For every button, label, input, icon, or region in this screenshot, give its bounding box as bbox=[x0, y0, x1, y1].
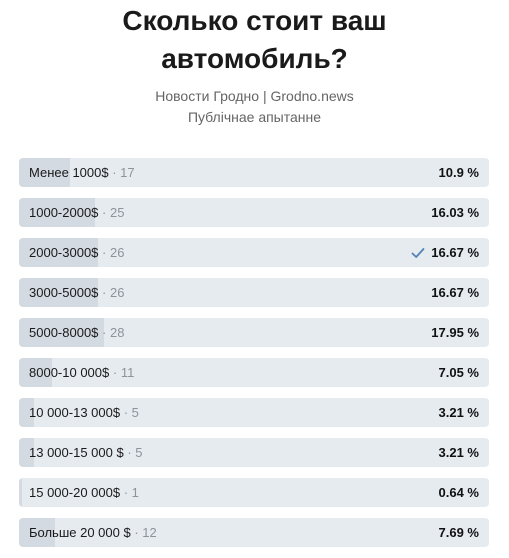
poll-option-vote-count: 11 bbox=[120, 365, 135, 380]
poll-option-vote-count: 12 bbox=[142, 525, 157, 540]
poll-option-vote-count: 1 bbox=[131, 485, 139, 500]
poll-option-percent: 16.03 % bbox=[431, 205, 479, 220]
poll-option-result: 10.9 % bbox=[439, 158, 479, 187]
poll-option-count-separator: · bbox=[98, 205, 110, 220]
poll-option-result: 17.95 % bbox=[431, 318, 479, 347]
poll-option-percent: 7.69 % bbox=[438, 525, 479, 540]
poll-option[interactable]: 1000-2000$ · 25 16.03 % bbox=[19, 198, 489, 227]
poll-option[interactable]: 5000-8000$ · 28 17.95 % bbox=[19, 318, 489, 347]
poll-option-text: 1000-2000$ · 25 bbox=[29, 198, 124, 227]
poll-title-line-1: Сколько стоит ваш bbox=[122, 5, 387, 36]
poll-option-bar-fill bbox=[19, 478, 22, 507]
poll-option-vote-count: 28 bbox=[109, 325, 125, 340]
poll-option-percent: 7.05 % bbox=[438, 365, 479, 380]
poll-option[interactable]: 3000-5000$ · 26 16.67 % bbox=[19, 278, 489, 307]
check-icon bbox=[411, 246, 425, 260]
poll-option-label: Больше 20 000 $ bbox=[29, 525, 131, 540]
poll-option-label: 15 000-20 000$ bbox=[29, 485, 121, 500]
poll-option[interactable]: 8000-10 000$ · 11 7.05 % bbox=[19, 358, 489, 387]
poll-option-bar-fill bbox=[19, 238, 98, 267]
poll-option-bar-fill bbox=[19, 318, 104, 347]
poll-option-result: 7.69 % bbox=[439, 518, 479, 547]
poll-option-result: 16.03 % bbox=[431, 198, 479, 227]
poll-option-result: 7.05 % bbox=[439, 358, 479, 387]
poll-option-label: 1000-2000$ bbox=[29, 205, 99, 220]
poll-option-text: 2000-3000$ · 26 bbox=[29, 238, 124, 267]
poll-meta: Новости Гродно | Grodno.news Публічнае а… bbox=[0, 86, 509, 128]
poll-type: Публічнае апытанне bbox=[187, 109, 322, 125]
poll-option-count-separator: · bbox=[120, 485, 132, 500]
poll-option-text: 8000-10 000$ · 11 bbox=[29, 358, 134, 387]
poll-option-count-separator: · bbox=[108, 165, 121, 180]
poll-option-vote-count: 17 bbox=[120, 165, 135, 180]
poll-option-text: 5000-8000$ · 28 bbox=[29, 318, 124, 347]
poll-option-count-separator: · bbox=[98, 325, 110, 340]
poll-option-label: 13 000-15 000 $ bbox=[29, 445, 124, 460]
poll-option-label: 2000-3000$ bbox=[29, 245, 99, 260]
poll-option-label: 5000-8000$ bbox=[29, 325, 99, 340]
poll-option-text: Больше 20 000 $ · 12 bbox=[29, 518, 157, 547]
poll-option-count-separator: · bbox=[109, 365, 121, 380]
poll-option-percent: 16.67 % bbox=[431, 245, 479, 260]
poll-option-result: 3.21 % bbox=[439, 438, 479, 467]
poll-option-count-separator: · bbox=[98, 285, 110, 300]
poll-option-result: 3.21 % bbox=[439, 398, 479, 427]
poll-option-text: 13 000-15 000 $ · 5 bbox=[29, 438, 143, 467]
poll-options: Менее 1000$ · 17 10.9 % 1000-2000$ · 25 16.… bbox=[19, 158, 489, 558]
poll-option-percent: 16.67 % bbox=[431, 285, 479, 300]
poll-title-line-2: автомобиль? bbox=[161, 43, 348, 74]
poll-option-bar-fill bbox=[19, 518, 56, 547]
poll-option-bar-fill bbox=[19, 358, 53, 387]
poll-option-result: 0.64 % bbox=[439, 478, 479, 507]
poll-option-bar-fill bbox=[19, 158, 71, 187]
poll-option-percent: 10.9 % bbox=[438, 165, 479, 180]
poll-title: Сколько стоит ваш автомобиль? bbox=[0, 2, 509, 78]
poll-option-text: 15 000-20 000$ · 1 bbox=[29, 478, 139, 507]
poll-option-percent: 3.21 % bbox=[438, 405, 479, 420]
poll-option-percent: 17.95 % bbox=[431, 325, 479, 340]
poll-option-vote-count: 5 bbox=[135, 445, 143, 460]
poll-option-label: Менее 1000$ bbox=[29, 165, 109, 180]
poll-option-vote-count: 26 bbox=[109, 285, 125, 300]
poll-option-text: 3000-5000$ · 26 bbox=[29, 278, 124, 307]
poll-option-bar-fill bbox=[19, 438, 35, 467]
poll-option-vote-count: 26 bbox=[109, 245, 125, 260]
poll-option[interactable]: 15 000-20 000$ · 1 0.64 % bbox=[19, 478, 489, 507]
poll-option[interactable]: 10 000-13 000$ · 5 3.21 % bbox=[19, 398, 489, 427]
poll-option[interactable]: Менее 1000$ · 17 10.9 % bbox=[19, 158, 489, 187]
poll-option-vote-count: 25 bbox=[109, 205, 125, 220]
poll-option-count-separator: · bbox=[123, 445, 136, 460]
poll-option-text: 10 000-13 000$ · 5 bbox=[29, 398, 139, 427]
poll-option[interactable]: Больше 20 000 $ · 12 7.69 % bbox=[19, 518, 489, 547]
poll-source: Новости Гродно | Grodno.news bbox=[155, 88, 354, 104]
poll-option-result: 16.67 % bbox=[431, 278, 479, 307]
poll-option-label: 8000-10 000$ bbox=[29, 365, 110, 380]
poll-option-count-separator: · bbox=[98, 245, 110, 260]
poll-option-result: 16.67 % bbox=[411, 238, 479, 267]
poll-option-bar-fill bbox=[19, 398, 35, 427]
poll-option-vote-count: 5 bbox=[131, 405, 139, 420]
poll-option-bar-fill bbox=[19, 198, 95, 227]
poll-option-label: 3000-5000$ bbox=[29, 285, 99, 300]
poll-option-percent: 3.21 % bbox=[438, 445, 479, 460]
poll-option-count-separator: · bbox=[120, 405, 132, 420]
poll-option-label: 10 000-13 000$ bbox=[29, 405, 121, 420]
poll-option-text: Менее 1000$ · 17 bbox=[29, 158, 135, 187]
poll-option-count-separator: · bbox=[130, 525, 143, 540]
poll-option[interactable]: 2000-3000$ · 26 16.67 % bbox=[19, 238, 489, 267]
poll-option-percent: 0.64 % bbox=[438, 485, 479, 500]
poll-option[interactable]: 13 000-15 000 $ · 5 3.21 % bbox=[19, 438, 489, 467]
poll-option-bar-fill bbox=[19, 278, 98, 307]
